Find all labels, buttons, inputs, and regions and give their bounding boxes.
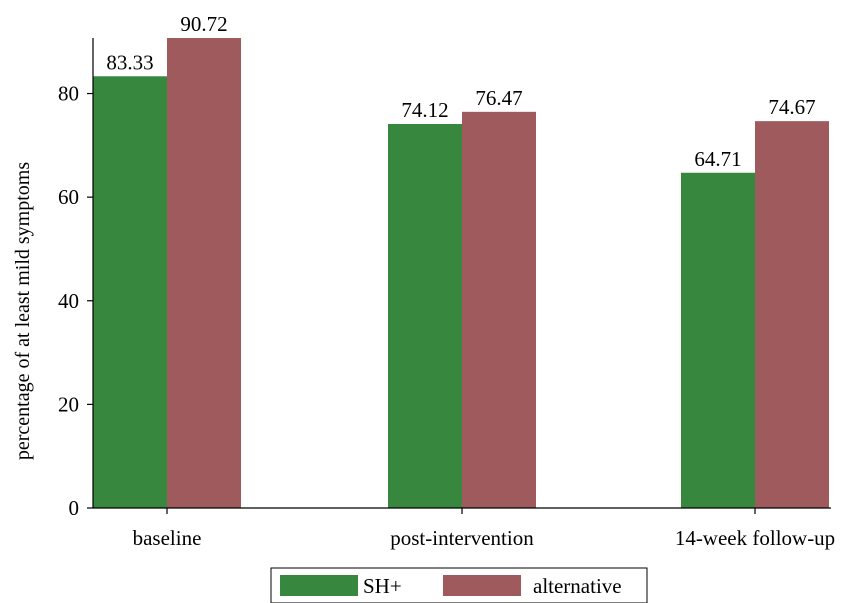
value-label: 64.71: [694, 147, 741, 171]
bar-alternative-2: [462, 111, 536, 509]
value-label: 74.12: [401, 98, 448, 122]
y-tick-label: 40: [58, 289, 79, 313]
value-label: 74.67: [768, 95, 815, 119]
x-tick-label: baseline: [133, 526, 202, 550]
y-tick-label: 60: [58, 185, 79, 209]
bar-sh--1: [93, 76, 167, 508]
x-ticks-group: baseline post-intervention 14-week follow-…: [133, 508, 835, 550]
legend-label-alternative: alternative: [533, 574, 622, 598]
x-tick-label: 14-week follow-up: [675, 526, 835, 550]
legend-swatch-alternative: [443, 575, 521, 596]
bar-sh--3: [681, 172, 755, 508]
y-tick-label: 20: [58, 392, 79, 416]
bar-sh--2: [388, 124, 462, 508]
x-tick-label: post-intervention: [390, 526, 534, 550]
y-axis-label: percentage of at least mild symptoms: [12, 162, 34, 460]
legend: SH+ alternative: [270, 567, 648, 603]
y-tick-label: 80: [58, 82, 79, 106]
value-labels-group: 83.33 74.12 64.71 90.72 76.47 74.67: [106, 12, 815, 171]
legend-label-sh-: SH+: [363, 574, 402, 598]
legend-swatch-sh-: [280, 575, 358, 596]
value-label: 76.47: [475, 86, 522, 110]
y-tick-label: 0: [69, 496, 80, 520]
bar-alternative-1: [167, 38, 241, 508]
bar-alternative-3: [755, 121, 829, 508]
value-label: 83.33: [106, 50, 153, 74]
value-label: 90.72: [180, 12, 227, 36]
y-ticks-group: 0 20 40 60 80: [58, 82, 93, 520]
bars-group: [93, 38, 829, 509]
